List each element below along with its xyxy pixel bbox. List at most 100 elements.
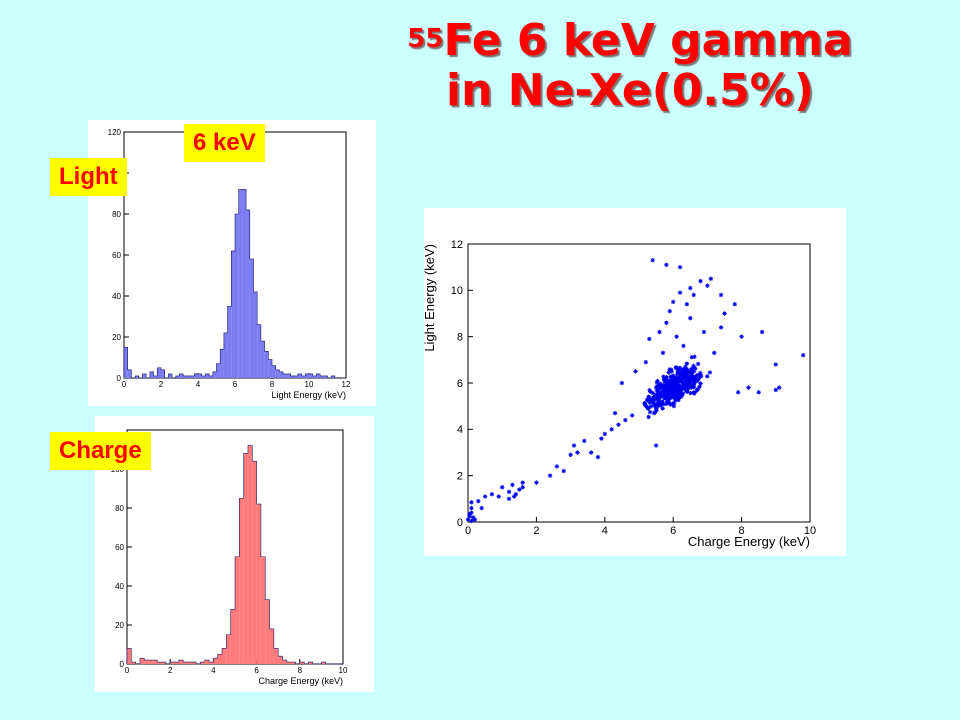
scatter-point [673, 396, 678, 402]
histogram-bar [321, 662, 326, 664]
scatter-point [707, 370, 713, 375]
y-tick-label: 8 [457, 332, 463, 344]
scatter-point [469, 518, 474, 524]
histogram-bar [191, 662, 197, 664]
scatter-point [676, 397, 681, 403]
scatter-point [664, 320, 669, 325]
histogram-bar [170, 662, 175, 664]
scatter-point [568, 452, 573, 458]
histogram-bar [320, 375, 324, 378]
scatter-point [654, 380, 660, 385]
histogram-bar [209, 662, 214, 664]
scatter-point [467, 514, 472, 519]
scatter-point [686, 382, 692, 387]
scatter-point [657, 329, 662, 335]
histogram-bar [243, 453, 248, 664]
scatter-point [668, 402, 673, 407]
y-tick-label: 60 [115, 543, 124, 552]
scatter-point [800, 353, 806, 358]
histogram-bar [269, 628, 274, 664]
histogram-bar [187, 662, 192, 664]
x-tick-label: 2 [159, 380, 164, 389]
scatter-point [701, 329, 707, 335]
scatter-point [672, 380, 677, 386]
histogram-bar [282, 660, 287, 664]
charge-histogram: 0246810020406080100Charge Energy (keV) [111, 429, 348, 686]
scatter-point [654, 383, 660, 389]
scatter-point [667, 391, 673, 396]
scatter-point [668, 395, 673, 401]
scatter-point [664, 382, 669, 387]
scatter-point [662, 388, 667, 394]
histogram-bar [227, 306, 232, 378]
histogram-bar [209, 375, 213, 378]
scatter-point [664, 389, 669, 394]
light-histogram: 024681012020406080100120Light Energy (ke… [108, 128, 351, 400]
scatter-point [718, 292, 724, 298]
scatter-point [472, 517, 478, 522]
histogram-bar [204, 660, 210, 664]
scatter-point [654, 404, 659, 409]
x-tick-label: 0 [125, 666, 130, 675]
histogram-bar [257, 324, 261, 378]
histogram-bar [183, 375, 187, 378]
scatter-point [684, 302, 690, 307]
scatter-point [674, 334, 679, 339]
scatter-point [561, 468, 566, 474]
histogram-bar [220, 349, 224, 378]
scatter-point [465, 517, 471, 522]
plot-frame [467, 243, 811, 523]
scatter-point [660, 399, 665, 404]
scatter-point [520, 485, 525, 490]
scatter-point [667, 384, 673, 390]
scatter-point [506, 489, 512, 495]
scatter-point [712, 350, 717, 356]
scatter-point [705, 374, 710, 379]
histogram-bar [212, 371, 217, 378]
scatter-point [688, 379, 694, 384]
y-tick-label: 12 [451, 239, 463, 251]
scatter-point [647, 336, 652, 342]
scatter-point [681, 343, 686, 349]
y-tick-label: 0 [117, 374, 122, 383]
scatter-point [662, 393, 668, 398]
histogram-bar [242, 189, 247, 378]
scatter-point [653, 443, 659, 448]
x-tick-label: 2 [533, 525, 539, 537]
x-axis-label: Light Energy (keV) [271, 390, 346, 400]
scatter-point [655, 390, 661, 395]
scatter-point [695, 361, 701, 367]
scatter-point [679, 374, 685, 380]
histogram-bar [272, 365, 276, 378]
scatter-point [629, 413, 635, 418]
scatter-point [666, 400, 672, 405]
histogram-bar [198, 373, 202, 378]
y-tick-label: 0 [457, 517, 463, 529]
histogram-bar [127, 369, 132, 378]
scatter-point [482, 494, 488, 499]
histogram-bar [226, 634, 231, 664]
scatter-point [692, 354, 697, 360]
histogram-bar [246, 209, 250, 378]
scatter-point [609, 427, 614, 432]
scatter-point [645, 397, 650, 402]
scatter-point [666, 370, 671, 375]
scatter-point [683, 364, 688, 370]
title-superscript: 55 [407, 24, 444, 54]
histogram-bar [144, 660, 149, 664]
scatter-point [652, 410, 658, 415]
histogram-bar [222, 648, 227, 664]
histogram-bar [124, 347, 128, 378]
histogram-bar [294, 375, 298, 378]
histogram-bar [290, 375, 295, 378]
scatter-point [653, 385, 659, 390]
light-label: Light [50, 158, 127, 196]
scatter-point [670, 388, 676, 393]
scatter-point [685, 374, 691, 379]
scatter-point [647, 388, 652, 393]
scatter-point [691, 363, 696, 369]
histogram-bar [223, 332, 228, 378]
y-tick-label: 20 [112, 333, 121, 342]
y-tick-label: 2 [457, 471, 463, 483]
scatter-point [643, 359, 649, 365]
